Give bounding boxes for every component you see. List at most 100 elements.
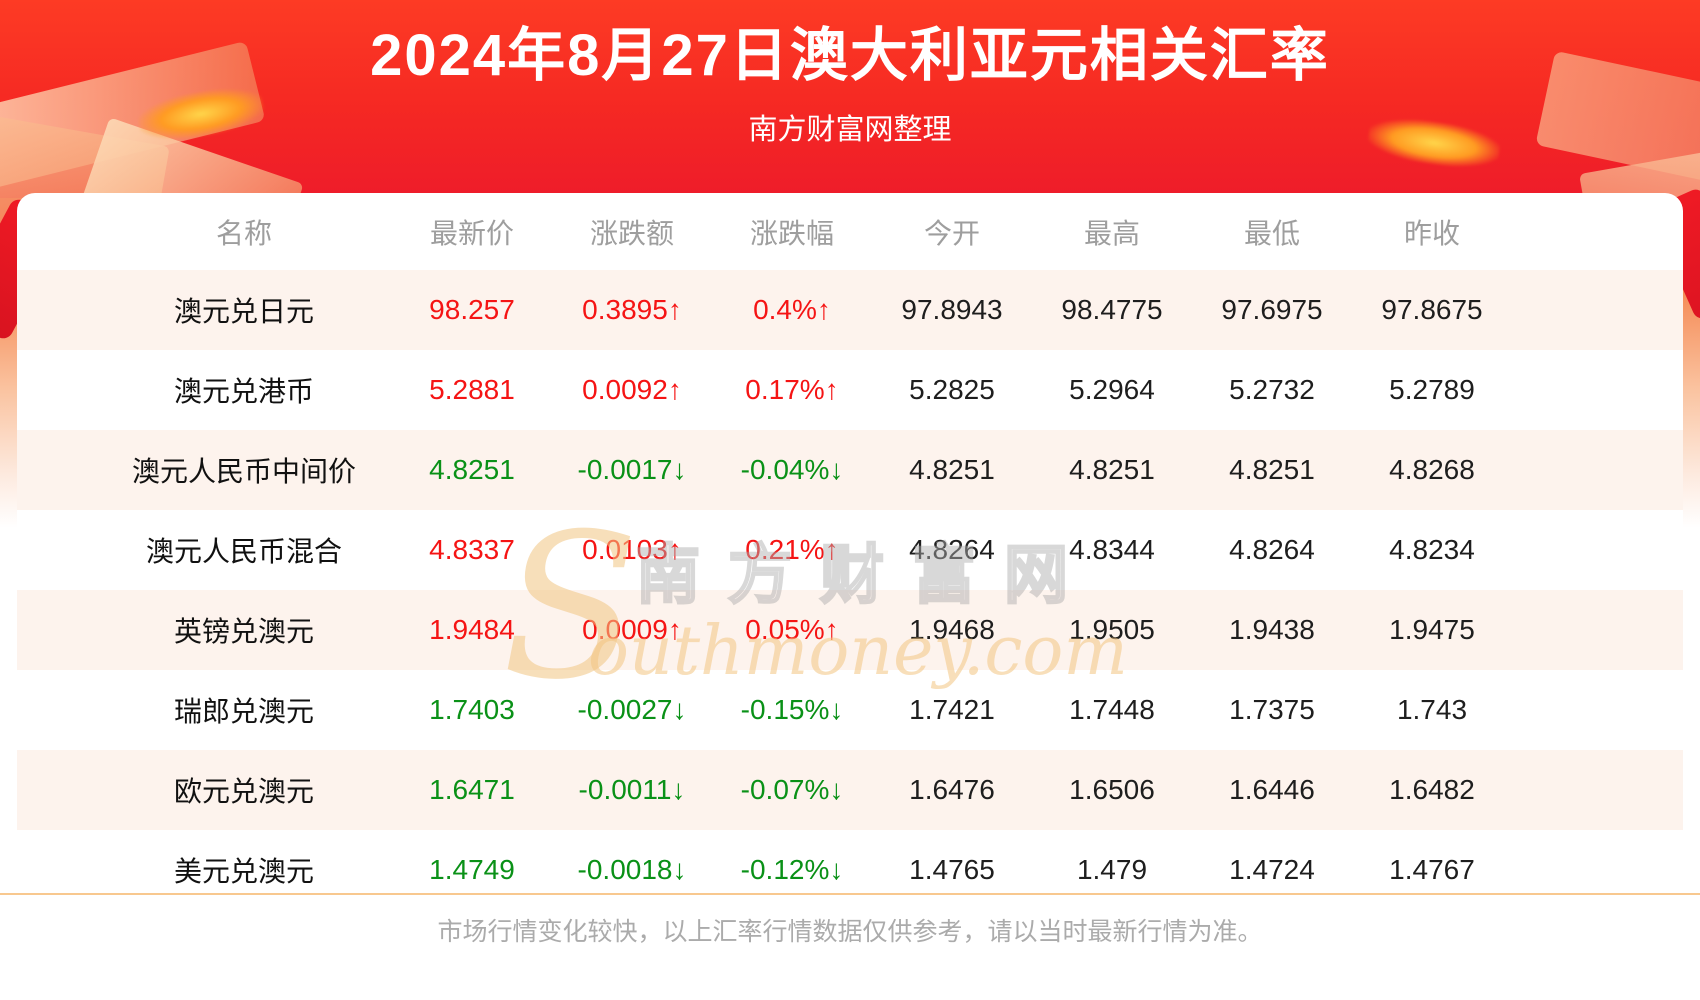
cell-filler <box>1512 350 1683 430</box>
page-title: 2024年8月27日澳大利亚元相关汇率 <box>370 23 1330 88</box>
table-row: 澳元人民币中间价 4.8251 -0.0017↓ -0.04%↓ 4.8251 4.825… <box>17 430 1683 510</box>
cell-prev-close: 4.8234 <box>1389 534 1475 565</box>
cell-low: 1.6446 <box>1229 774 1315 805</box>
cell-latest: 98.257 <box>429 294 515 325</box>
cell-high: 4.8251 <box>1069 454 1155 485</box>
cell-low: 5.2732 <box>1229 374 1315 405</box>
cell-filler <box>1512 510 1683 590</box>
cell-open: 1.7421 <box>909 694 995 725</box>
cell-low: 4.8264 <box>1229 534 1315 565</box>
cell-change-pct: -0.04%↓ <box>740 454 844 485</box>
cell-name: 澳元兑日元 <box>173 296 314 327</box>
banner: 2024年8月27日澳大利亚元相关汇率 南方财富网整理 <box>0 0 1700 147</box>
table-row: 澳元兑港币 5.2881 0.0092↑ 0.17%↑ 5.2825 5.2964 5.27… <box>17 350 1683 430</box>
table-row: 澳元兑日元 98.257 0.3895↑ 0.4%↑ 97.8943 98.4775 97.… <box>17 270 1683 350</box>
column-header-filler <box>1512 193 1683 270</box>
cell-high: 1.479 <box>1076 854 1148 885</box>
cell-open: 5.2825 <box>909 374 995 405</box>
cell-change-pct: 0.21%↑ <box>745 534 839 565</box>
column-header-2: 涨跌额 <box>589 217 674 249</box>
table-header-row: 名称 最新价 涨跌额 涨跌幅 今开 最高 最低 昨收 <box>17 193 1683 270</box>
cell-filler <box>1512 670 1683 750</box>
cell-prev-close: 5.2789 <box>1389 374 1475 405</box>
cell-prev-close: 1.4767 <box>1389 854 1475 885</box>
column-header-6: 最低 <box>1243 217 1300 249</box>
cell-latest: 1.7403 <box>429 694 515 725</box>
cell-latest: 1.4749 <box>429 854 515 885</box>
banner-background <box>0 0 1700 198</box>
cell-prev-close: 1.743 <box>1396 694 1468 725</box>
cell-high: 4.8344 <box>1069 534 1155 565</box>
cell-change: -0.0027↓ <box>577 694 687 725</box>
column-header-4: 今开 <box>923 217 980 249</box>
cell-latest: 4.8337 <box>429 534 515 565</box>
column-header-1: 最新价 <box>429 217 514 249</box>
cell-prev-close: 4.8268 <box>1389 454 1475 485</box>
table-row: 美元兑澳元 1.4749 -0.0018↓ -0.12%↓ 1.4765 1.479 1.4… <box>17 830 1683 910</box>
cell-change: 0.3895↑ <box>582 294 682 325</box>
cell-open: 97.8943 <box>901 294 1003 325</box>
cell-high: 1.6506 <box>1069 774 1155 805</box>
cell-name: 美元兑澳元 <box>173 856 314 887</box>
cell-low: 97.6975 <box>1221 294 1323 325</box>
rates-table: 名称 最新价 涨跌额 涨跌幅 今开 最高 最低 昨收 澳元兑日元 98.257 0.3895↑ 0.… <box>17 193 1683 910</box>
table-row: 欧元兑澳元 1.6471 -0.0011↓ -0.07%↓ 1.6476 1.6506 1.… <box>17 750 1683 830</box>
cell-filler <box>1512 750 1683 830</box>
cell-open: 4.8264 <box>909 534 995 565</box>
cell-low: 1.9438 <box>1229 614 1315 645</box>
cell-high: 1.9505 <box>1069 614 1155 645</box>
page-subtitle: 南方财富网整理 <box>748 114 952 146</box>
cell-high: 1.7448 <box>1069 694 1155 725</box>
cell-name: 英镑兑澳元 <box>173 616 314 647</box>
cell-prev-close: 1.9475 <box>1389 614 1475 645</box>
rate-table-body: 澳元兑日元 98.257 0.3895↑ 0.4%↑ 97.8943 98.4775 97.… <box>17 270 1683 910</box>
column-header-7: 昨收 <box>1403 217 1460 249</box>
table-row: 英镑兑澳元 1.9484 0.0009↑ 0.05%↑ 1.9468 1.9505 1.94… <box>17 590 1683 670</box>
cell-change: -0.0011↓ <box>578 774 686 805</box>
cell-low: 4.8251 <box>1229 454 1315 485</box>
cell-change-pct: 0.4%↑ <box>753 294 831 325</box>
cell-change-pct: 0.17%↑ <box>745 374 839 405</box>
cell-high: 5.2964 <box>1069 374 1155 405</box>
footer-note: 市场行情变化较快，以上汇率行情数据仅供参考，请以当时最新行情为准。 <box>437 918 1263 946</box>
cell-low: 1.7375 <box>1229 694 1315 725</box>
cell-filler <box>1512 270 1683 350</box>
column-header-0: 名称 <box>215 217 272 249</box>
cell-filler <box>1512 830 1683 910</box>
cell-prev-close: 1.6482 <box>1389 774 1475 805</box>
cell-open: 1.4765 <box>909 854 995 885</box>
cell-change-pct: -0.07%↓ <box>740 774 844 805</box>
cell-change: 0.0092↑ <box>582 374 682 405</box>
cell-open: 1.9468 <box>909 614 995 645</box>
rates-card: 名称 最新价 涨跌额 涨跌幅 今开 最高 最低 昨收 澳元兑日元 98.257 0.3895↑ 0.… <box>17 193 1683 1000</box>
cell-latest: 1.6471 <box>429 774 515 805</box>
cell-open: 1.6476 <box>909 774 995 805</box>
footer-divider <box>0 893 1700 895</box>
cell-change-pct: -0.12%↓ <box>740 854 844 885</box>
table-row: 澳元人民币混合 4.8337 0.0103↑ 0.21%↑ 4.8264 4.8344 4.… <box>17 510 1683 590</box>
cell-change-pct: -0.15%↓ <box>740 694 844 725</box>
cell-name: 澳元人民币混合 <box>145 536 342 567</box>
cell-name: 欧元兑澳元 <box>173 776 314 807</box>
cell-change: -0.0018↓ <box>577 854 687 885</box>
column-header-5: 最高 <box>1083 217 1140 249</box>
cell-filler <box>1512 430 1683 510</box>
cell-prev-close: 97.8675 <box>1381 294 1483 325</box>
cell-low: 1.4724 <box>1229 854 1315 885</box>
cell-name: 澳元人民币中间价 <box>131 456 356 487</box>
cell-name: 瑞郎兑澳元 <box>173 696 314 727</box>
cell-change: 0.0103↑ <box>582 534 682 565</box>
cell-change: 0.0009↑ <box>582 614 682 645</box>
cell-change: -0.0017↓ <box>577 454 687 485</box>
cell-open: 4.8251 <box>909 454 995 485</box>
cell-latest: 1.9484 <box>429 614 515 645</box>
cell-high: 98.4775 <box>1061 294 1163 325</box>
cell-latest: 5.2881 <box>429 374 515 405</box>
column-header-3: 涨跌幅 <box>749 217 834 249</box>
table-row: 瑞郎兑澳元 1.7403 -0.0027↓ -0.15%↓ 1.7421 1.7448 1.… <box>17 670 1683 750</box>
cell-name: 澳元兑港币 <box>173 376 314 407</box>
cell-change-pct: 0.05%↑ <box>745 614 839 645</box>
cell-latest: 4.8251 <box>429 454 515 485</box>
cell-filler <box>1512 590 1683 670</box>
